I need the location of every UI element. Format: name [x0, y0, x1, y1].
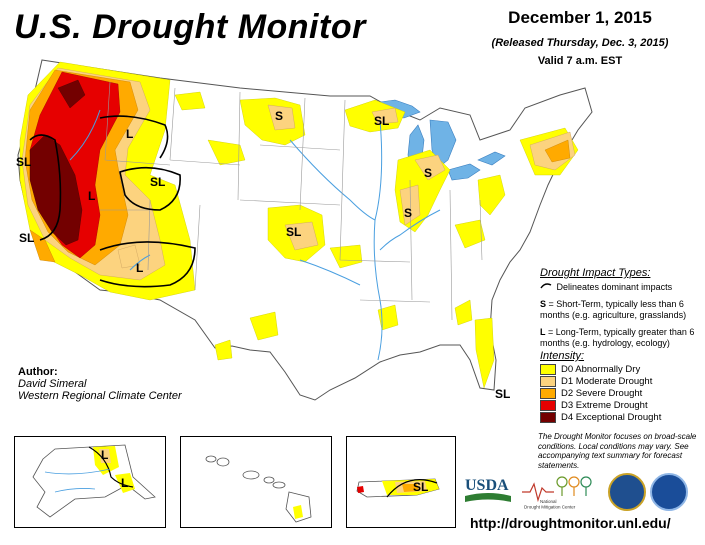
- delineates-text: Delineates dominant impacts: [556, 282, 673, 292]
- impact-legend: Drought Impact Types: Delineates dominan…: [540, 268, 700, 355]
- alaska-outline: [32, 444, 156, 518]
- d0-label: D0 Abnormally Dry: [561, 364, 641, 376]
- long-term-row: L = Long-Term, typically greater than 6 …: [540, 327, 700, 349]
- map-label-s: S: [404, 206, 412, 220]
- us-drought-map: SL SL L L L SL S SL SL S S SL: [16, 59, 593, 401]
- intensity-item-d3: D3 Extreme Drought: [540, 400, 700, 411]
- d0-swatch: [540, 364, 556, 375]
- hawaii-d0: [293, 505, 303, 519]
- d4-label: D4 Exceptional Drought: [561, 412, 662, 424]
- puerto-rico-d2: [402, 484, 419, 492]
- intensity-item-d4: D4 Exceptional Drought: [540, 412, 700, 423]
- ndmc-logo-line1: National: [540, 499, 557, 504]
- disclaimer-note: The Drought Monitor focuses on broad-sca…: [538, 432, 697, 470]
- page-title: U.S. Drought Monitor: [14, 8, 366, 46]
- author-name: David Simeral: [18, 378, 87, 390]
- puerto-rico-impact-line: [386, 479, 438, 498]
- short-term-row: S = Short-Term, typically less than 6 mo…: [540, 299, 700, 321]
- map-label-sl: SL: [413, 480, 428, 494]
- long-term-text: = Long-Term, typically greater than 6 mo…: [540, 327, 695, 348]
- map-label-s: S: [275, 109, 283, 123]
- puerto-rico-inset: SL: [346, 436, 456, 528]
- d1-swatch: [540, 376, 556, 387]
- impact-lines: [29, 115, 196, 288]
- map-label-l: L: [121, 476, 128, 490]
- map-label-sl: SL: [19, 231, 34, 245]
- map-label-sl: SL: [286, 225, 301, 239]
- impact-legend-line-row: Delineates dominant impacts: [540, 282, 700, 293]
- map-label-l: L: [101, 448, 108, 462]
- map-date: December 1, 2015: [508, 8, 652, 27]
- intensity-item-d0: D0 Abnormally Dry: [540, 364, 700, 375]
- website-link[interactable]: http://droughtmonitor.unl.edu/: [470, 515, 671, 531]
- alaska-impact-line: [88, 446, 134, 488]
- map-label-sl: SL: [495, 387, 510, 401]
- impact-legend-heading: Drought Impact Types:: [540, 267, 651, 279]
- d4-swatch: [540, 412, 556, 423]
- intensity-item-d1: D1 Moderate Drought: [540, 376, 700, 387]
- intensity-legend: Intensity: D0 Abnormally Dry D1 Moderate…: [540, 350, 700, 424]
- usda-logo: USDA: [465, 477, 511, 502]
- delineation-line-icon: [540, 282, 554, 293]
- hawaii-inset: [180, 436, 332, 528]
- d2-label: D2 Severe Drought: [561, 388, 643, 400]
- release-date: (Released Thursday, Dec. 3, 2015): [491, 37, 669, 49]
- short-term-text: = Short-Term, typically less than 6 mont…: [540, 299, 687, 320]
- d3-label: D3 Extreme Drought: [561, 400, 648, 412]
- author-org: Western Regional Climate Center: [18, 390, 182, 402]
- map-label-sl: SL: [374, 114, 389, 128]
- map-label-sl: SL: [150, 175, 165, 189]
- d2-swatch: [540, 388, 556, 399]
- map-label-sl: SL: [16, 155, 31, 169]
- map-label-l: L: [136, 261, 143, 275]
- intensity-item-d2: D2 Severe Drought: [540, 388, 700, 399]
- map-label-l: L: [126, 127, 133, 141]
- valid-time: Valid 7 a.m. EST: [537, 55, 623, 67]
- map-label-l: L: [88, 189, 95, 203]
- intensity-legend-heading: Intensity:: [540, 350, 585, 362]
- commerce-seal-icon: [608, 473, 646, 511]
- ndmc-logo: National Drought Mitigation Center: [522, 476, 592, 510]
- ndmc-logo-line2: Drought Mitigation Center: [524, 505, 576, 510]
- impact-letters: SL SL L L L SL S SL SL S S SL: [16, 109, 510, 401]
- author-heading: Author:: [18, 366, 58, 378]
- long-term-key: L: [540, 327, 546, 337]
- noaa-logo-icon: [650, 473, 688, 511]
- map-label-s: S: [424, 166, 432, 180]
- rivers: [69, 109, 441, 361]
- state-boundaries: [100, 81, 483, 321]
- d1-label: D1 Moderate Drought: [561, 376, 653, 388]
- alaska-inset: L L: [14, 436, 166, 528]
- alaska-d1: [99, 449, 111, 463]
- author-block: Author: David Simeral Western Regional C…: [18, 366, 182, 402]
- alaska-rivers: [44, 468, 111, 493]
- usda-logo-text: USDA: [465, 477, 509, 494]
- d4-areas: [29, 79, 86, 246]
- d3-swatch: [540, 400, 556, 411]
- short-term-key: S: [540, 299, 547, 309]
- puerto-rico-d3: [357, 486, 364, 493]
